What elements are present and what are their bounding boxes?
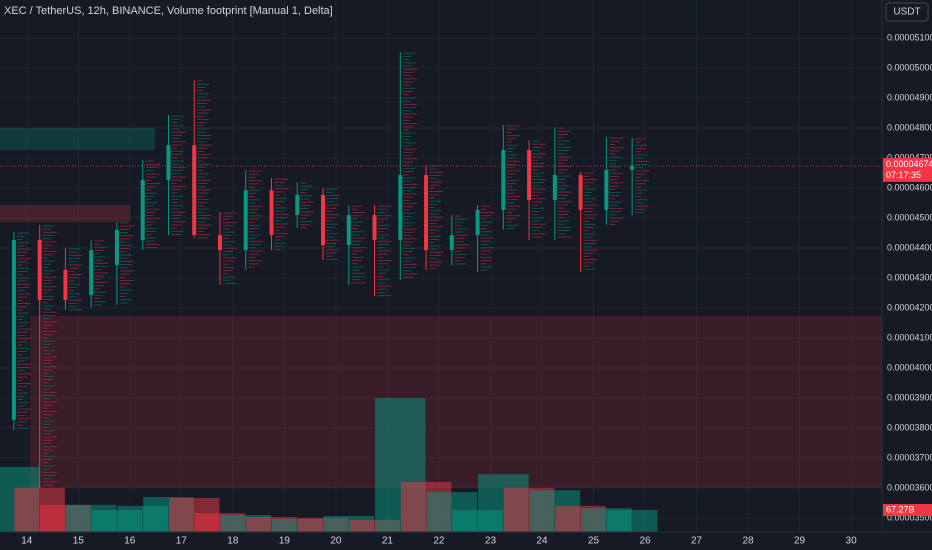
candle-body <box>269 190 274 236</box>
y-tick-label: 0.00004400 <box>887 242 932 252</box>
x-tick-label: 28 <box>742 536 754 547</box>
y-tick-label: 0.00003900 <box>887 392 932 402</box>
x-tick-label: 14 <box>21 536 33 547</box>
last-price-label: 0.00004674 <box>886 159 932 169</box>
y-tick-label: 0.00004100 <box>887 332 932 342</box>
axes: 0.00003500 0.00003600 0.00003700 0.00003800… <box>0 32 932 547</box>
x-tick-label: 22 <box>433 536 445 547</box>
candle-layer <box>11 52 635 488</box>
candle-body <box>217 235 222 251</box>
x-tick-label: 18 <box>227 536 239 547</box>
candle-body <box>501 149 506 210</box>
y-tick-label: 0.00005100 <box>887 32 932 42</box>
candle-body <box>243 190 248 251</box>
y-tick-label: 0.00003800 <box>887 422 932 432</box>
footprint-layer <box>16 52 650 486</box>
volume-bar <box>606 510 658 532</box>
candle-body <box>140 179 145 240</box>
last-price-box <box>883 157 932 182</box>
x-tick-label: 30 <box>846 536 858 547</box>
currency[interactable]: USDT <box>893 7 920 18</box>
candle-body <box>398 175 403 240</box>
candle-body <box>166 145 171 180</box>
grid <box>0 0 882 532</box>
countdown: 07:17:35 <box>886 170 921 180</box>
candle-body <box>424 175 429 251</box>
x-tick-label: 15 <box>73 536 85 547</box>
candle-body <box>192 145 197 236</box>
zone <box>0 128 155 150</box>
candle-body <box>449 235 454 251</box>
candle-body <box>372 215 377 240</box>
x-tick-label: 21 <box>382 536 394 547</box>
candle-body <box>604 170 609 210</box>
x-tick-label: 26 <box>639 536 651 547</box>
candle-body <box>346 215 351 246</box>
y-tick-label: 0.00003700 <box>887 452 932 462</box>
y-tick-label: 0.00004900 <box>887 92 932 102</box>
y-tick-label: 0.00003600 <box>887 482 932 492</box>
y-tick-label: 0.00004600 <box>887 182 932 192</box>
currency-button[interactable] <box>885 2 929 22</box>
x-tick-label: 27 <box>691 536 703 547</box>
x-tick-label: 29 <box>794 536 806 547</box>
y-tick-label: 0.00004000 <box>887 362 932 372</box>
y-tick-label: 0.00004700 <box>887 152 932 162</box>
candle-body <box>11 239 16 420</box>
x-tick-label: 23 <box>485 536 497 547</box>
x-tick-label: 20 <box>330 536 342 547</box>
candle-body <box>475 209 480 236</box>
y-tick-label: 0.00003500 <box>887 512 932 522</box>
zone <box>30 316 882 488</box>
candle-body <box>552 175 557 201</box>
x-tick-label: 17 <box>176 536 188 547</box>
y-tick-label: 0.00004800 <box>887 122 932 132</box>
candle-body <box>630 165 635 171</box>
x-tick-label: 24 <box>536 536 548 547</box>
candle-body <box>37 239 42 300</box>
candle-body <box>89 250 94 296</box>
x-tick-label: 16 <box>124 536 136 547</box>
candle-body <box>295 194 300 216</box>
candle-body <box>114 230 119 266</box>
candle-body <box>63 269 68 300</box>
y-tick-label: 0.00004200 <box>887 302 932 312</box>
chart-title: XEC / TetherUS, 12h, BINANCE, Volume foo… <box>4 5 333 17</box>
x-tick-label: 19 <box>279 536 291 547</box>
volume-layer <box>0 398 658 532</box>
candle-body <box>578 175 583 210</box>
candle-body <box>321 194 326 246</box>
zone <box>0 205 130 222</box>
y-tick-label: 0.00005000 <box>887 62 932 72</box>
x-tick-label: 25 <box>588 536 600 547</box>
volume-label-box <box>883 504 932 517</box>
candle-body <box>527 149 532 201</box>
y-tick-label: 0.00004500 <box>887 212 932 222</box>
y-tick-label: 0.00004300 <box>887 272 932 282</box>
volume-label: 67.27B <box>886 504 915 514</box>
